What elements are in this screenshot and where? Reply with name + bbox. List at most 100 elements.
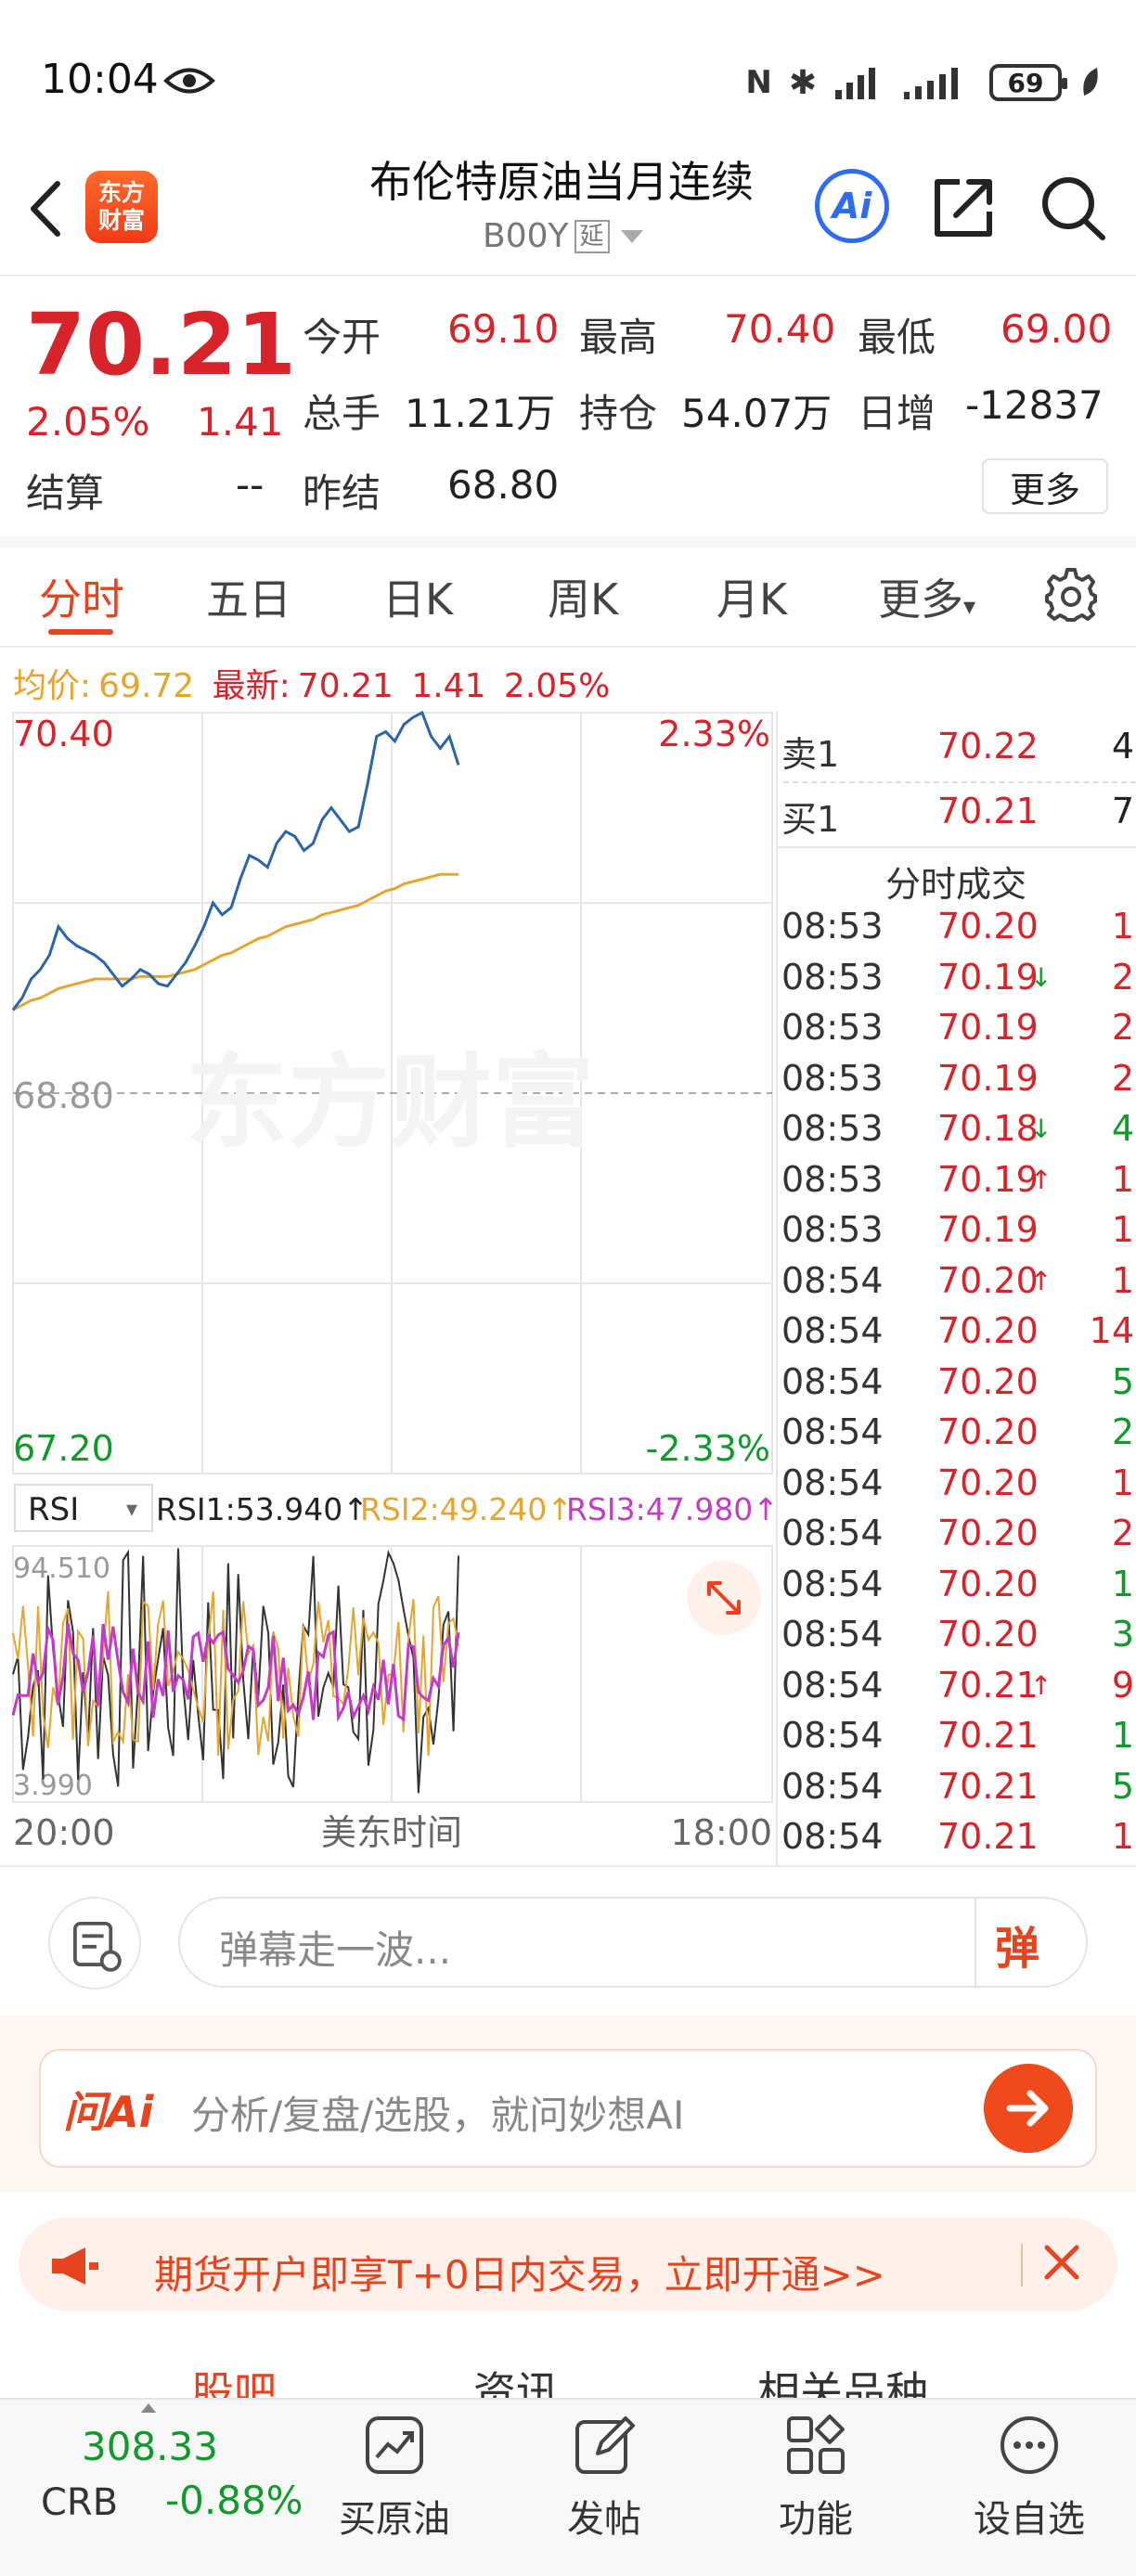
oi-label: 持仓 [579, 391, 658, 436]
trade-volume: 3 [1111, 1614, 1134, 1655]
trade-time: 08:54 [781, 1310, 884, 1351]
nav-post[interactable]: 发帖 [535, 2409, 674, 2567]
trade-row: 08:54 70.20 1 [781, 1462, 1134, 1511]
settle-label: 结算 [26, 470, 105, 516]
trade-volume: 5 [1111, 1765, 1134, 1807]
trade-volume: 1 [1111, 1715, 1134, 1756]
chart-trend-icon [366, 2416, 423, 2474]
pct-bottom-label: -2.33% [646, 1428, 770, 1469]
close-icon[interactable] [1038, 2238, 1086, 2286]
prev-settle-value: 68.80 [447, 462, 560, 508]
trade-row: 08:53 70.19 ↑ 1 [781, 1159, 1134, 1207]
tab-more-label: 更多 [878, 574, 963, 625]
trade-row: 08:53 70.19 ↓ 2 [781, 957, 1134, 1005]
expand-icon[interactable] [687, 1561, 761, 1635]
rsi2-line [12, 1591, 459, 1757]
trade-time: 08:53 [781, 1209, 884, 1250]
caret-down-icon: ▾ [963, 593, 976, 621]
nav-functions[interactable]: 功能 [746, 2409, 885, 2567]
status-icons: N ✱ 69 [745, 59, 1103, 106]
tab-monthly-k[interactable]: 月K [716, 574, 788, 625]
crb-value[interactable]: 308.33 [82, 2424, 218, 2469]
trade-row: 08:53 70.18 ↓ 4 [781, 1108, 1134, 1156]
ai-assistant-button[interactable]: Ai [815, 169, 889, 243]
trade-time: 08:54 [781, 1259, 884, 1301]
price-line [11, 711, 460, 1011]
trade-time: 08:54 [781, 1360, 884, 1402]
danmu-input[interactable] [178, 1897, 1088, 1988]
gear-icon[interactable] [1043, 566, 1099, 622]
tab-weekly-k[interactable]: 周K [548, 574, 619, 625]
trade-time: 08:53 [781, 1108, 884, 1149]
trade-price: 70.20 [937, 1360, 1039, 1402]
trade-price: 70.20 [937, 906, 1039, 947]
trade-time: 08:53 [781, 1158, 884, 1200]
search-icon[interactable] [1038, 173, 1108, 243]
trade-volume: 1 [1111, 1259, 1134, 1301]
info-line: 均价: 69.72 最新: 70.21 1.41 2.05% [13, 659, 617, 707]
tabs-divider [0, 646, 1136, 648]
trade-price: 70.21 [937, 1765, 1039, 1807]
indicator-selector[interactable] [14, 1484, 153, 1532]
y-mid-label: 68.80 [13, 1075, 114, 1116]
danmu-send-button[interactable]: 弹 [995, 1923, 1040, 1975]
promo-banner[interactable] [19, 2218, 1117, 2311]
intraday-chart[interactable]: 东方财富 70.40 68.80 67.20 2.33% -2.33% RSI … [0, 711, 776, 1858]
change-value: 1.41 [197, 399, 284, 444]
trade-time: 08:54 [781, 1614, 884, 1655]
volume-value: 11.21万 [405, 391, 556, 436]
low-label: 最低 [858, 315, 936, 360]
ai-input[interactable] [39, 2049, 1097, 2168]
latest-value: 70.21 [297, 667, 394, 705]
back-icon[interactable] [22, 176, 69, 241]
rsi1-label: RSI1:53.940↑ [156, 1491, 368, 1527]
trade-price: 70.19 [937, 1209, 1039, 1250]
oi-value: 54.07万 [681, 391, 833, 436]
trade-price: 70.20 [937, 1259, 1039, 1301]
arrow-right-icon[interactable] [984, 2064, 1073, 2153]
nav-buy-oil[interactable]: 买原油 [325, 2409, 464, 2567]
daily-inc-label: 日增 [858, 391, 936, 436]
last-price: 70.21 [26, 295, 297, 394]
rsi2-label: RSI2:49.240↑ [360, 1491, 573, 1527]
tab-daily-k[interactable]: 日K [382, 574, 454, 625]
crb-name: CRB [41, 2481, 119, 2524]
trade-time: 08:54 [781, 1664, 884, 1706]
trade-volume: 1 [1111, 1563, 1134, 1604]
tab-more[interactable]: 更多▾ [878, 566, 975, 627]
code-text: B00Y [483, 217, 569, 255]
avg-price-line [12, 872, 458, 1011]
contract-code[interactable]: B00Y 延 [483, 217, 643, 255]
trade-volume: 14 [1089, 1310, 1134, 1351]
nav-label: 功能 [779, 2498, 853, 2541]
grid-icon [787, 2415, 845, 2474]
trade-time: 08:54 [781, 1462, 884, 1503]
tab-fenshi[interactable]: 分时 [39, 574, 124, 625]
daily-inc-value: -12837 [965, 382, 1104, 428]
x-end-label: 18:00 [670, 1812, 772, 1853]
low-value: 69.00 [1000, 306, 1113, 352]
dropdown-icon [620, 229, 643, 243]
danmu-separator [975, 1897, 976, 1988]
avg-value: 69.72 [98, 667, 195, 705]
book-bottom-divider [776, 846, 1136, 848]
nav-add-watchlist[interactable]: 设自选 [960, 2409, 1099, 2567]
indicator-caret: ▾ [126, 1496, 137, 1522]
danmu-settings-icon[interactable] [48, 1897, 141, 1990]
trade-row: 08:54 70.21 ↑ 9 [781, 1665, 1134, 1713]
header-divider [0, 275, 1136, 277]
ask-label: 卖1 [781, 734, 840, 775]
share-icon[interactable] [928, 173, 999, 243]
bid-row: 买1 70.21 7 [781, 791, 1134, 840]
change-percent: 2.05% [26, 399, 150, 444]
trade-row: 08:54 70.20 3 [781, 1614, 1134, 1662]
chart-bottom-divider [0, 1865, 1136, 1867]
pct-top-label: 2.33% [658, 714, 770, 754]
trade-arrow: ↑ [1030, 1669, 1052, 1701]
tab-five-day[interactable]: 五日 [206, 574, 291, 625]
chart-watermark: 东方财富 [186, 1043, 594, 1162]
bottom-bar [0, 2398, 1136, 2576]
bid-volume: 7 [1111, 791, 1134, 831]
quote-more-button[interactable]: 更多 [982, 458, 1108, 514]
y-top-label: 70.40 [13, 714, 114, 754]
